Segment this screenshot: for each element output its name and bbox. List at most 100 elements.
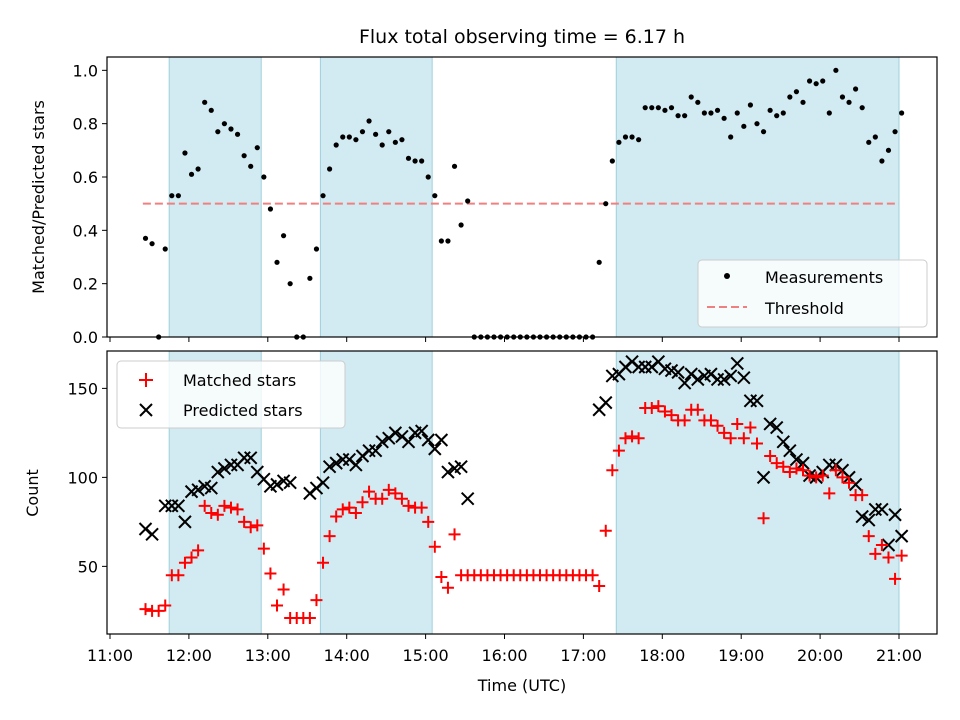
predicted-star-point <box>776 435 790 449</box>
predicted-star-point <box>441 465 455 479</box>
bottom-y-ticks: 50 100 150 <box>67 379 107 576</box>
measurement-point <box>142 235 149 241</box>
measurement-point <box>215 129 221 135</box>
measurement-point <box>662 107 668 113</box>
measurement-point <box>313 246 320 252</box>
measurement-point <box>274 259 280 265</box>
measurement-point <box>853 86 859 92</box>
measurement-point <box>721 115 727 121</box>
predicted-star-point <box>224 458 238 472</box>
matched-star-point <box>415 501 428 514</box>
measurement-point <box>728 134 734 140</box>
predicted-star-point <box>894 529 909 543</box>
predicted-star-point <box>888 508 902 522</box>
matched-star-point <box>586 569 599 582</box>
measurement-point <box>162 246 168 252</box>
matched-star-point <box>599 524 612 537</box>
predicted-star-point <box>414 424 429 438</box>
legend-measurements-label: Measurements <box>765 268 883 287</box>
measurement-point <box>320 193 326 199</box>
measurement-point <box>307 275 313 281</box>
measurement-point <box>327 166 333 172</box>
measurement-point <box>708 110 714 116</box>
matched-star-point <box>816 469 829 482</box>
predicted-star-point <box>454 459 468 474</box>
measurement-point <box>366 118 372 124</box>
measurement-point <box>833 67 839 73</box>
matched-star-point <box>593 579 606 592</box>
matched-star-point <box>606 464 619 477</box>
chart-title: Flux total observing time = 6.17 h <box>359 26 685 48</box>
predicted-star-point <box>737 370 751 385</box>
measurement-point <box>872 134 878 140</box>
y-tick-label: 0.6 <box>73 168 98 187</box>
matched-star-point <box>856 489 869 502</box>
predicted-star-point <box>868 502 883 517</box>
matched-star-point <box>843 476 856 489</box>
predicted-star-point <box>349 458 363 472</box>
matched-star-point <box>264 567 277 580</box>
measurement-point <box>820 78 826 84</box>
predicted-star-point <box>710 372 725 387</box>
matched-star-point <box>376 492 389 505</box>
matched-star-point <box>211 508 224 521</box>
matched-star-point <box>356 496 369 509</box>
measurement-point <box>195 166 201 172</box>
predicted-star-point <box>217 461 232 476</box>
y-tick-label: 0.0 <box>73 328 98 347</box>
measurement-point <box>451 163 458 169</box>
matched-star-point <box>205 506 218 519</box>
predicted-star-point <box>848 477 863 492</box>
shaded-interval <box>319 56 433 338</box>
predicted-star-point <box>796 456 810 470</box>
predicted-star-point <box>677 376 692 390</box>
y-tick-label: 0.2 <box>73 275 98 294</box>
predicted-star-point <box>336 452 350 467</box>
predicted-star-point <box>763 417 777 431</box>
matched-star-point <box>192 544 205 557</box>
measurement-point <box>169 193 175 199</box>
matched-star-point <box>382 483 395 496</box>
matched-star-point <box>139 603 152 616</box>
predicted-star-point <box>145 527 159 542</box>
shaded-interval <box>168 56 262 338</box>
measurement-point <box>254 145 260 151</box>
matched-star-point <box>797 464 810 477</box>
matched-star-points <box>139 400 908 624</box>
predicted-star-point <box>316 476 330 490</box>
matched-star-point <box>448 528 461 541</box>
predicted-star-point <box>178 515 192 529</box>
matched-star-point <box>343 501 356 514</box>
matched-star-point <box>395 492 408 505</box>
matched-star-point <box>744 421 757 434</box>
matched-star-point <box>777 460 790 473</box>
measurement-point <box>465 198 471 204</box>
x-tick-label: 12:00 <box>166 646 212 665</box>
measurement-point <box>182 150 188 156</box>
measurement-point <box>175 193 181 199</box>
measurement-point <box>379 142 385 148</box>
measurement-point <box>747 102 754 108</box>
matched-star-point <box>178 556 191 569</box>
measurement-point <box>267 206 274 212</box>
predicted-star-point <box>401 435 416 449</box>
matched-star-point <box>869 547 882 560</box>
matched-star-point <box>691 403 704 416</box>
predicted-star-point <box>769 420 784 435</box>
y-tick-label: 100 <box>67 468 98 487</box>
measurement-point <box>208 107 214 113</box>
predicted-star-point <box>881 538 896 552</box>
measurement-point <box>846 99 852 105</box>
matched-star-point <box>790 462 803 475</box>
measurement-point <box>741 123 747 129</box>
matched-star-point <box>731 417 744 430</box>
matched-star-point <box>310 594 323 607</box>
measurement-point <box>800 99 806 105</box>
measurement-point <box>399 137 405 143</box>
measurement-point <box>425 174 431 180</box>
x-tick-label: 11:00 <box>87 646 133 665</box>
y-tick-label: 1.0 <box>73 61 98 80</box>
predicted-star-point <box>375 435 389 449</box>
matched-star-point <box>185 551 198 564</box>
